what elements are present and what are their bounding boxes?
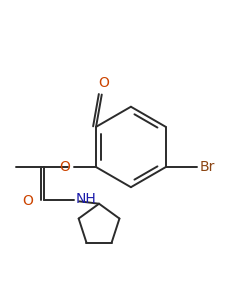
Text: O: O: [59, 160, 70, 174]
Text: NH: NH: [76, 192, 97, 206]
Text: O: O: [98, 76, 109, 90]
Text: O: O: [23, 194, 34, 208]
Text: Br: Br: [200, 160, 215, 174]
